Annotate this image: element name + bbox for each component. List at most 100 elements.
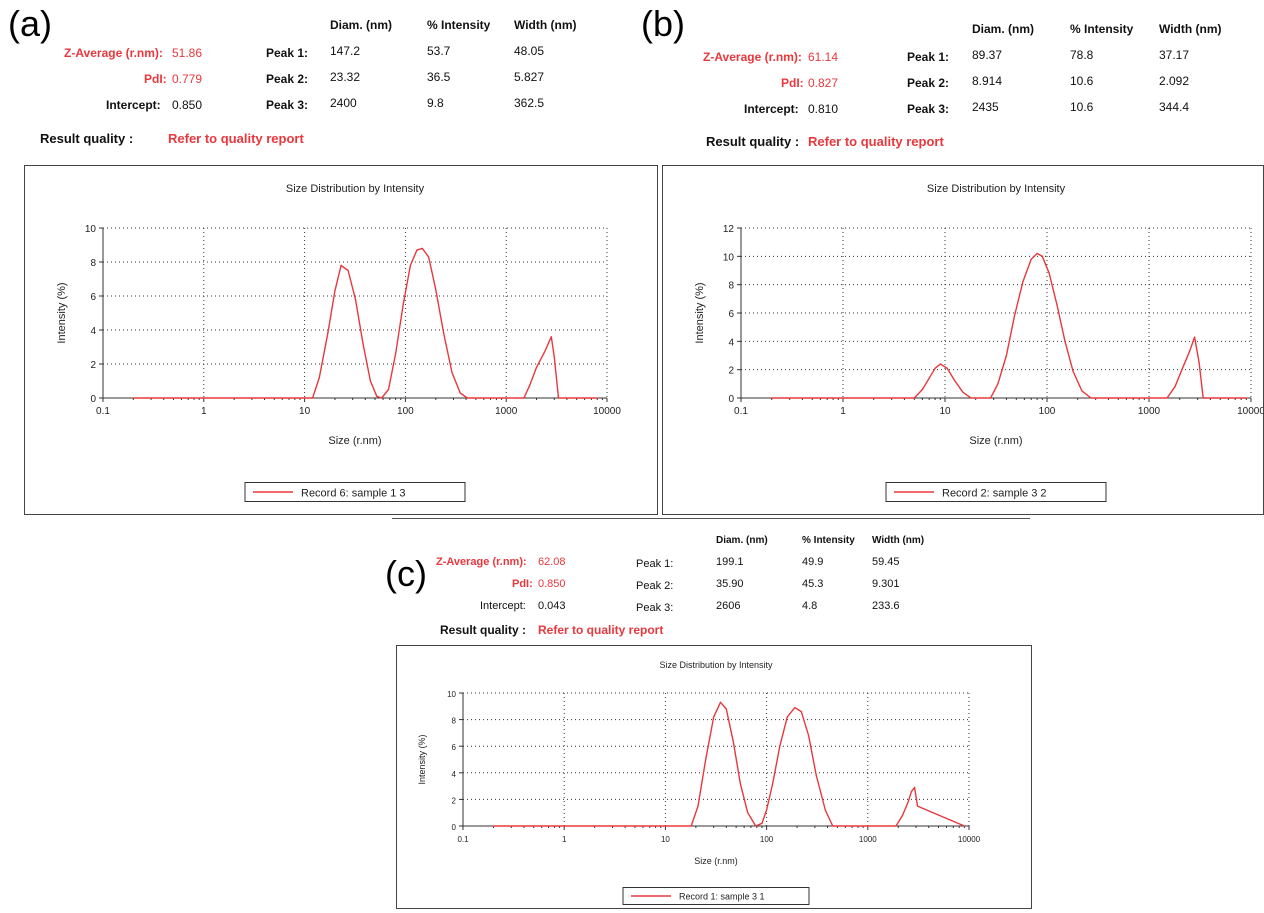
peak-1-width: 59.45 [872, 556, 900, 568]
data-point [771, 397, 773, 399]
peak-2-intensity: 10.6 [1070, 74, 1094, 88]
data-point [1194, 336, 1196, 338]
intercept-label: Intercept: [106, 98, 161, 112]
x-tick-label: 100 [1039, 406, 1056, 417]
data-point [528, 385, 531, 387]
x-tick-label: 0.1 [734, 406, 748, 417]
y-tick-label: 10 [723, 252, 735, 263]
diam-header: Diam. (nm) [330, 18, 393, 32]
data-point [1072, 370, 1074, 372]
data-point [916, 805, 919, 807]
data-point [1056, 303, 1058, 306]
x-axis-label: Size (r.nm) [969, 435, 1022, 447]
data-point [962, 391, 964, 393]
x-tick-label: 10 [299, 406, 311, 417]
data-point [1202, 397, 1204, 399]
panel-a: (a) Diam. (nm) % Intensity Width (nm) Z-… [0, 0, 658, 520]
result-quality-link[interactable]: Refer to quality report [538, 623, 664, 637]
data-point [1166, 397, 1168, 399]
peak-2-intensity: 45.3 [802, 578, 824, 590]
peak-3-width: 233.6 [872, 600, 900, 612]
peak-3-width: 362.5 [514, 96, 545, 110]
data-point [725, 708, 727, 710]
panel-label: (a) [8, 3, 52, 44]
data-point [1030, 258, 1032, 260]
data-point [815, 774, 817, 777]
data-point [1048, 272, 1050, 274]
pdi-value: 0.779 [172, 72, 203, 86]
data-point [807, 734, 810, 737]
result-quality-link[interactable]: Refer to quality report [168, 131, 304, 146]
data-point [369, 380, 372, 382]
peak-1-diam: 147.2 [330, 44, 361, 58]
zavg-label: Z-Average (r.nm): [436, 556, 527, 568]
data-point [362, 343, 364, 345]
chart-box: Size Distribution by Intensity 0.1 1 10 100 1… [24, 165, 658, 515]
series-line [771, 252, 1247, 399]
data-point [907, 801, 909, 803]
y-tick-label: 2 [90, 360, 96, 371]
data-point [705, 758, 707, 761]
y-axis-label: Intensity (%) [56, 282, 68, 343]
data-point [492, 825, 495, 827]
x-tick-label: 1000 [1138, 406, 1161, 417]
data-point [1036, 252, 1038, 255]
data-point [1022, 281, 1024, 283]
data-point [779, 745, 781, 747]
data-point [380, 397, 383, 399]
peak-1-label: Peak 1: [907, 50, 950, 64]
data-point [1198, 361, 1200, 364]
diam-header: Diam. (nm) [716, 535, 768, 546]
peak-3-diam: 2606 [716, 600, 741, 612]
y-tick-label: 8 [90, 258, 96, 269]
x-tick-label: 10000 [593, 406, 621, 417]
data-point [713, 716, 715, 718]
y-tick-label: 4 [452, 770, 457, 779]
data-point [409, 264, 411, 266]
y-tick-label: 8 [452, 717, 457, 726]
peak-2-width: 9.301 [872, 578, 900, 590]
data-point [354, 298, 357, 300]
chart-title: Size Distribution by Intensity [659, 660, 773, 670]
data-point [1188, 350, 1191, 352]
data-point [421, 247, 423, 249]
data-point [318, 377, 320, 379]
peak-1-width: 37.17 [1159, 48, 1190, 62]
data-point [523, 397, 525, 399]
peak-3-diam: 2400 [330, 96, 357, 110]
data-point [1081, 390, 1083, 392]
zavg-label: Z-Average (r.nm): [64, 46, 163, 60]
y-tick-label: 0 [90, 394, 96, 405]
result-quality-label: Result quality : [40, 131, 134, 146]
data-point [832, 825, 834, 827]
x-tick-label: 10 [661, 835, 670, 844]
data-point [895, 825, 897, 827]
result-quality-label: Result quality : [706, 134, 800, 149]
data-point [766, 809, 768, 811]
x-tick-label: 1 [201, 406, 207, 417]
intercept-value: 0.043 [538, 600, 566, 612]
y-axis-label: Intensity (%) [694, 282, 706, 343]
peak-1-label: Peak 1: [636, 558, 674, 570]
panel-b: (b) Diam. (nm) % Intensity Width (nm) Z-… [641, 6, 1264, 515]
y-tick-label: 6 [728, 309, 734, 320]
pdi-label: PdI: [512, 578, 533, 590]
peak-2-width: 2.092 [1159, 74, 1190, 88]
data-point [402, 303, 404, 306]
data-point [1005, 354, 1008, 357]
peak-2-label: Peak 2: [266, 72, 309, 86]
result-quality-link[interactable]: Refer to quality report [808, 134, 944, 149]
zavg-value: 62.08 [538, 556, 566, 568]
pdi-label: PdI: [144, 72, 167, 86]
peak-2-label: Peak 2: [636, 580, 674, 592]
x-tick-label: 100 [760, 835, 774, 844]
data-point [472, 397, 474, 399]
data-point [311, 397, 314, 399]
y-tick-label: 4 [90, 326, 96, 337]
data-point [1064, 340, 1066, 342]
y-tick-label: 6 [90, 292, 96, 303]
data-point [719, 701, 722, 703]
data-point [459, 392, 461, 394]
y-tick-label: 0 [728, 394, 734, 405]
data-point [535, 366, 538, 368]
